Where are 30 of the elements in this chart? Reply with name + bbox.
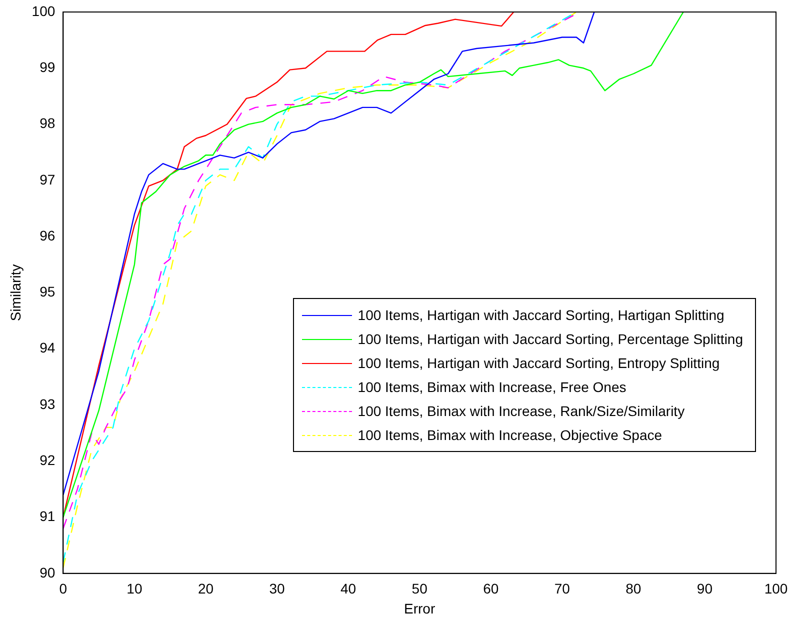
y-tick-label: 98 — [40, 115, 56, 132]
x-tick-label: 50 — [412, 580, 428, 597]
legend-label: 100 Items, Hartigan with Jaccard Sorting, Percentage Splitting — [358, 331, 743, 348]
x-tick-label: 40 — [340, 580, 356, 597]
x-tick-label: 70 — [554, 580, 570, 597]
x-tick-label: 30 — [269, 580, 286, 597]
legend-label: 100 Items, Bimax with Increase, Rank/Size/Similarity — [358, 403, 685, 420]
x-tick-label: 0 — [59, 580, 68, 597]
y-tick-label: 94 — [40, 340, 56, 356]
y-tick-label: 96 — [40, 227, 56, 244]
y-tick-label: 97 — [40, 171, 56, 188]
y-tick-label: 92 — [40, 452, 56, 468]
x-tick-label: 60 — [483, 580, 499, 597]
x-tick-label: 90 — [696, 580, 713, 597]
legend-label: 100 Items, Hartigan with Jaccard Sorting, Entropy Splitting — [358, 355, 720, 372]
y-tick-label: 100 — [32, 2, 56, 19]
y-tick-label: 93 — [40, 396, 56, 412]
y-tick-label: 99 — [40, 59, 56, 75]
y-tick-label: 91 — [40, 508, 56, 524]
y-tick-label: 95 — [40, 284, 56, 300]
y-axis-title: Similarity — [7, 264, 24, 322]
x-tick-label: 100 — [764, 580, 788, 597]
y-tick-label: 90 — [40, 564, 56, 580]
legend-label: 100 Items, Bimax with Increase, Objective Space — [358, 427, 662, 444]
legend-label: 100 Items, Hartigan with Jaccard Sorting, Hartigan Splitting — [358, 307, 724, 324]
legend-label: 100 Items, Bimax with Increase, Free Ones — [358, 379, 626, 396]
x-tick-label: 10 — [126, 580, 142, 597]
x-tick-label: 20 — [198, 580, 214, 597]
x-tick-label: 80 — [626, 580, 642, 597]
x-axis-title: Error — [404, 600, 436, 616]
